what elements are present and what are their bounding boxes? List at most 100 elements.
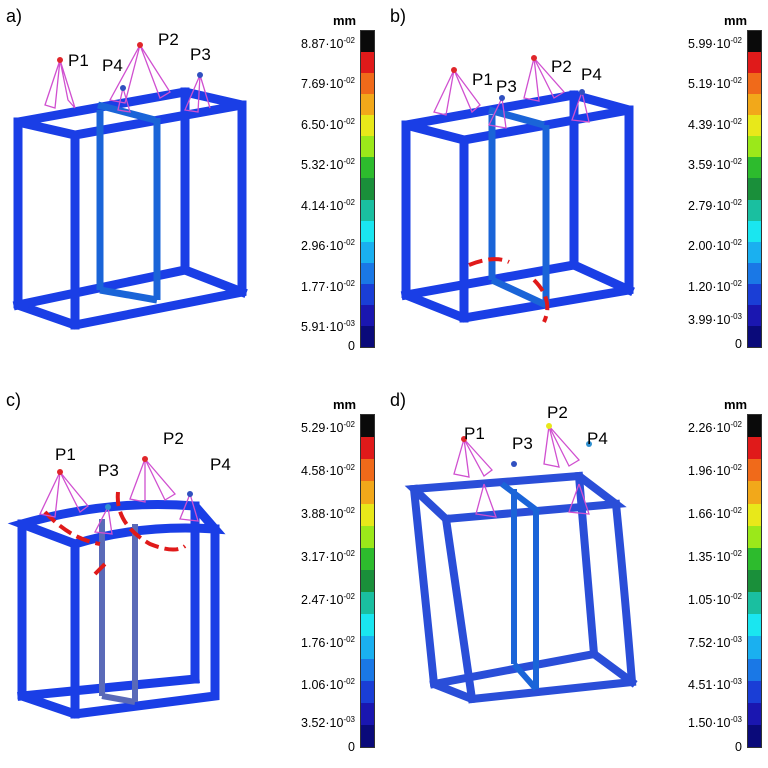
color-scale-segment [361,115,374,137]
point-label: P4 [587,429,608,448]
color-scale-bar [360,414,375,748]
color-scale-segment [748,283,761,305]
panel-a: a) P1 P4 P2 P3 mm 8.87· [0,0,384,384]
color-scale-segment [748,220,761,242]
color-scale-segment [361,525,374,548]
color-scale-segment [361,199,374,221]
color-scale-segment [361,680,374,703]
scale-tick: 2.47·10-02 [301,592,355,607]
scale-tick: 1.50·10-03 [688,715,742,730]
color-scale-segment [748,724,761,748]
point-label: P4 [102,56,123,75]
color-scale-segment [748,503,761,526]
scale-tick: 1.76·10-02 [301,635,355,650]
color-scale-segment [361,569,374,593]
unit-label: mm [333,13,357,28]
scale-tick: 5.29·10-02 [301,420,355,435]
scale-tick: 0 [348,339,355,353]
unit-label: mm [333,397,357,412]
color-scale-segment [748,304,761,326]
color-scale-segment [748,136,761,158]
color-scale-segment [748,94,761,116]
scale-tick: 5.19·10-02 [688,76,742,91]
color-scale-segment [361,52,374,74]
color-scale-segment [748,73,761,95]
color-scale-segment [748,547,761,570]
color-scale-segment [361,94,374,116]
scale-tick: 3.59·10-02 [688,157,742,172]
scale-tick: 1.77·10-02 [301,279,355,294]
scale-tick: 4.58·10-02 [301,463,355,478]
point-label: P1 [464,424,485,443]
color-scale-segment [748,157,761,179]
color-scale-segment [361,304,374,326]
color-scale-segment [748,680,761,703]
scale-tick: 5.91·10-03 [301,319,355,334]
point-label: P2 [163,429,184,448]
panel-d: d) P1 P3 P2 P4 mm 2.26· [384,384,768,768]
color-scale-segment [361,157,374,179]
color-scale-segment [748,241,761,263]
scale-tick: 1.05·10-02 [688,592,742,607]
color-scale-segment [748,262,761,284]
point-label: P3 [512,434,533,453]
point-label: P2 [547,403,568,422]
color-scale-segment [361,503,374,526]
color-scale-segment [748,481,761,504]
color-scale-segment [361,636,374,659]
color-scale-segment [748,569,761,593]
color-scale-segment [361,31,374,53]
frame-model: P1 P4 P2 P3 [12,30,248,330]
color-scale-segment [748,702,761,725]
panel-label: b) [390,6,407,26]
color-scale-segment [748,636,761,659]
color-scale-segment [361,283,374,305]
scale-tick: 0 [735,337,742,351]
color-scale-segment [748,415,761,438]
frame-model: P1 P3 P2 P4 [404,403,638,704]
color-scale-segment [361,241,374,263]
color-scale-segment [748,199,761,221]
scale-tick: 7.52·10-03 [688,635,742,650]
panel-b: b) P1 P3 P2 P4 mm [384,0,768,384]
frame-model: P1 P3 P2 P4 [400,55,635,323]
color-scale-segment [748,52,761,74]
color-scale-segment [361,136,374,158]
color-scale-segment [361,415,374,438]
color-scale-segment [361,220,374,242]
point-label: P3 [496,77,517,96]
scale-tick: 8.87·10-02 [301,36,355,51]
color-scale-segment [361,724,374,748]
panel-label: c) [6,390,21,410]
scale-tick: 3.99·10-03 [688,312,742,327]
color-scale-segment [748,178,761,200]
scale-tick: 3.17·10-02 [301,549,355,564]
color-scale-segment [361,547,374,570]
scale-tick: 1.96·10-02 [688,463,742,478]
color-scale-bar [747,414,762,748]
point-label: P4 [210,455,231,474]
color-scale-segment [748,459,761,482]
color-scale-segment [361,325,374,347]
scale-tick: 4.39·10-02 [688,117,742,132]
scale-tick: 7.69·10-02 [301,76,355,91]
scale-tick: 3.52·10-03 [301,715,355,730]
scale-tick: 0 [735,740,742,754]
color-scale-segment [361,437,374,460]
frame-model: P1 P3 P2 P4 [7,429,231,719]
color-scale-segment [361,73,374,95]
point-label: P2 [551,57,572,76]
point-label: P2 [158,30,179,49]
scale-tick: 4.51·10-03 [688,677,742,692]
point-label: P1 [68,51,89,70]
color-scale-segment [748,592,761,615]
unit-label: mm [724,13,748,28]
color-scale-segment [361,262,374,284]
scale-tick: 4.14·10-02 [301,198,355,213]
color-scale-segment [361,178,374,200]
color-scale-segment [748,31,761,53]
color-scale-segment [748,325,761,347]
scale-tick: 5.99·10-02 [688,36,742,51]
color-scale-segment [361,658,374,681]
scale-tick: 5.32·10-02 [301,157,355,172]
